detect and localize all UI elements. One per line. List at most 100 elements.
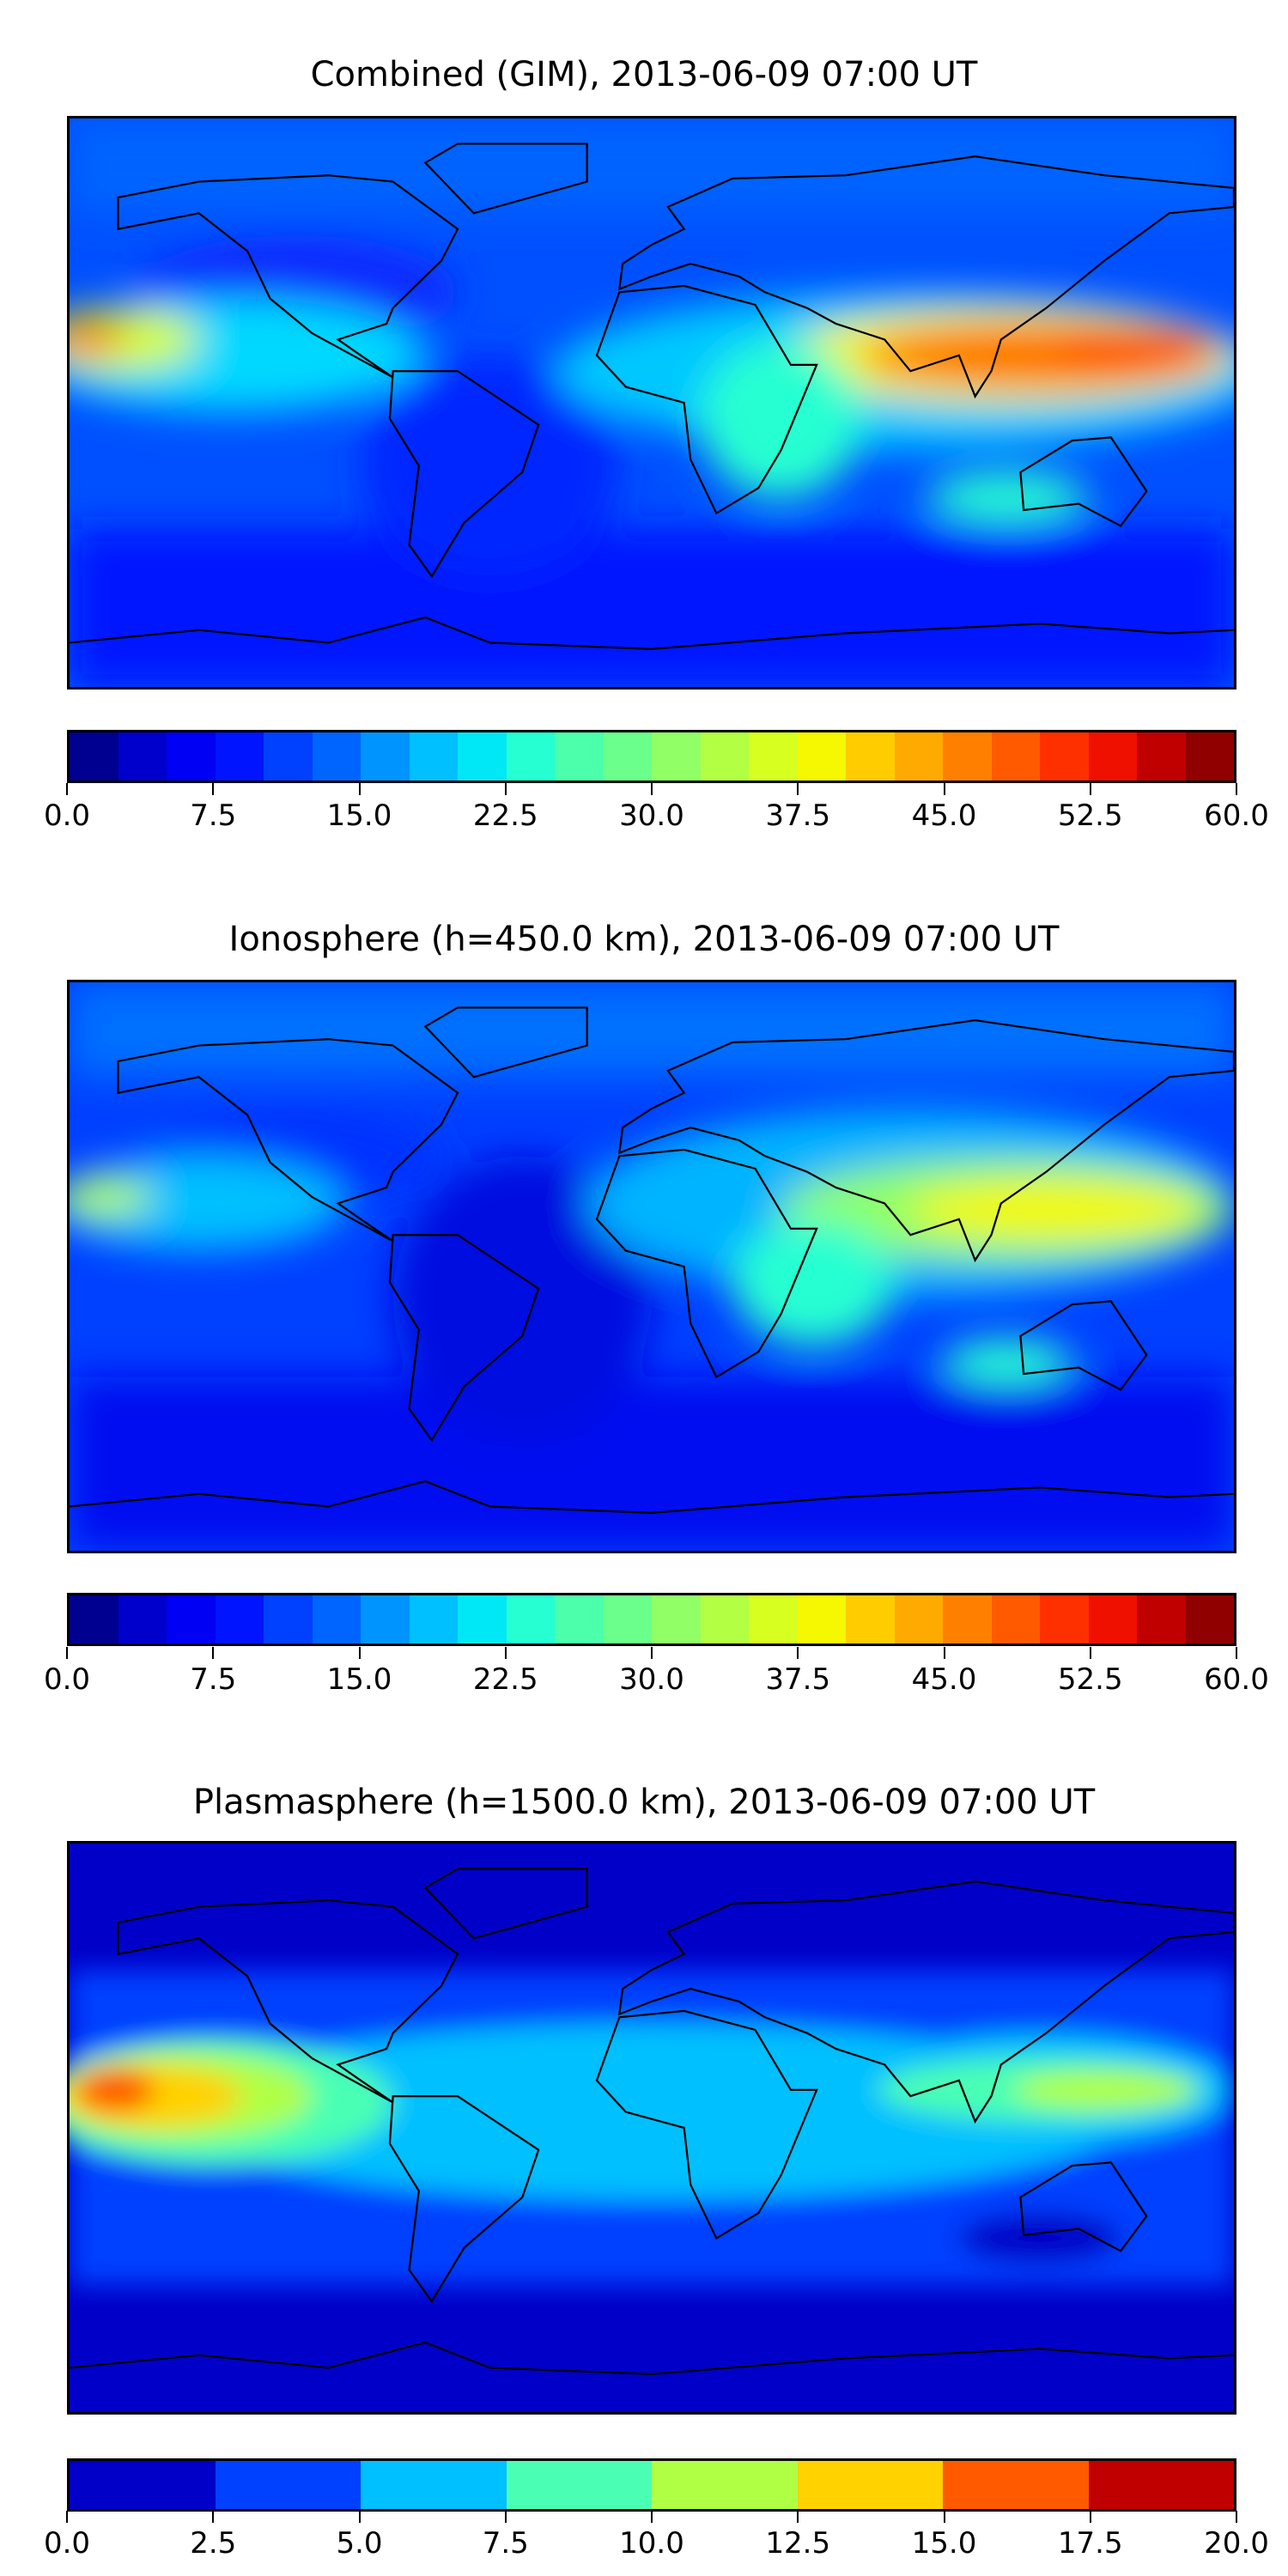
colorbar-tick-mark <box>797 2511 799 2523</box>
colorbar-level-2 <box>361 2461 507 2509</box>
colorbar-tick-label: 7.5 <box>190 1662 237 1697</box>
colorbar-tick-mark <box>212 2511 215 2523</box>
colorbar-tick-mark <box>1089 2511 1091 2523</box>
colorbar-tick-label: 30.0 <box>619 799 684 833</box>
colorbar-level-9 <box>506 732 555 781</box>
map-ionosphere <box>67 980 1236 1553</box>
field-africa <box>732 1218 895 1346</box>
colorbar-tick-mark <box>943 2511 945 2523</box>
colorbar-tick-label: 0.0 <box>43 799 91 833</box>
colorbar-level-23 <box>1185 1595 1234 1643</box>
field-asia-peak <box>1055 326 1218 365</box>
colorbar-tick-mark <box>943 783 945 795</box>
colorbar-level-17 <box>894 1595 943 1643</box>
colorbar-tick-label: 15.0 <box>326 799 392 833</box>
colorbar-level-5 <box>312 732 361 781</box>
colorbar-level-23 <box>1185 732 1234 781</box>
colorbar-tick-mark <box>797 783 799 795</box>
colorbar-level-7 <box>1088 2461 1234 2509</box>
colorbar-level-20 <box>1040 1595 1089 1643</box>
colorbar-level-1 <box>118 732 167 781</box>
colorbar-tick-label: 45.0 <box>911 799 977 833</box>
colorbar-level-4 <box>264 1595 313 1643</box>
map-plasmasphere <box>67 1841 1236 2415</box>
colorbar-level-15 <box>797 1595 846 1643</box>
colorbar-level-5 <box>797 2461 943 2509</box>
field-pac-hot <box>76 2068 154 2112</box>
colorbar-level-16 <box>846 732 895 781</box>
colorbar-tick-mark <box>504 2511 507 2523</box>
colorbar-level-14 <box>749 732 798 781</box>
colorbar-level-4 <box>652 2461 798 2509</box>
colorbar-tick-mark <box>66 1647 68 1659</box>
colorbar-tick-label: 5.0 <box>336 2526 383 2561</box>
field-north <box>70 982 1234 1078</box>
field-pac-yellow <box>70 307 199 372</box>
colorbar-tick-label: 22.5 <box>472 1662 538 1697</box>
colorbar-level-1 <box>118 1595 167 1643</box>
colorbar-tick-mark <box>504 1647 507 1659</box>
colorbar-tick-mark <box>1089 783 1091 795</box>
colorbar-tick-mark <box>504 783 507 795</box>
colorbar-tick-mark <box>651 1647 653 1659</box>
colorbar-level-0 <box>70 2461 216 2509</box>
colorbar-level-12 <box>652 732 701 781</box>
colorbar-tick-label: 20.0 <box>1204 2526 1269 2561</box>
colorbar-tick-mark <box>212 783 215 795</box>
colorbar-level-11 <box>603 732 652 781</box>
colorbar-level-1 <box>215 2461 361 2509</box>
colorbar-tick-label: 7.5 <box>190 799 237 833</box>
colorbar-tick-label: 0.0 <box>43 2526 91 2561</box>
colorbar-level-3 <box>506 2461 652 2509</box>
colorbar-level-15 <box>797 732 846 781</box>
colorbar-tick-label: 37.5 <box>765 799 831 833</box>
colorbar-tick-mark <box>66 2511 68 2523</box>
colorbar-tick-label: 52.5 <box>1057 799 1123 833</box>
field-africa <box>700 339 862 498</box>
colorbar-level-5 <box>312 1595 361 1643</box>
colorbar-level-2 <box>167 1595 216 1643</box>
colorbar-level-11 <box>603 1595 652 1643</box>
colorbar-level-2 <box>167 732 216 781</box>
colorbar-tick-label: 60.0 <box>1204 1662 1269 1697</box>
colorbar-level-6 <box>361 732 410 781</box>
colorbar-level-16 <box>846 1595 895 1643</box>
field-s-indian <box>927 471 1089 523</box>
colorbar-tick-label: 2.5 <box>190 2526 237 2561</box>
field-sa-low <box>361 355 620 577</box>
colorbar-level-21 <box>1088 732 1137 781</box>
colorbar-level-19 <box>991 1595 1040 1643</box>
colorbar-tick-label: 7.5 <box>482 2526 529 2561</box>
colorbar-tick-mark <box>212 1647 215 1659</box>
field-sa-low <box>392 1156 652 1441</box>
colorbar-tick-mark <box>358 783 361 795</box>
colorbar-level-10 <box>555 1595 604 1643</box>
colorbar-level-14 <box>749 1595 798 1643</box>
colorbar-tick-mark <box>1236 1647 1237 1659</box>
field-aus-low <box>958 2213 1121 2264</box>
colorbar-tick-mark <box>943 1647 945 1659</box>
colorbar-level-8 <box>458 732 507 781</box>
colorbar-ticks-combined: 0.0 7.5 15.0 22.5 30.0 37.5 45.0 52.5 60.0 <box>44 783 1269 835</box>
colorbar-combined <box>67 730 1236 783</box>
colorbar-tick-label: 30.0 <box>619 1662 684 1697</box>
colorbar-tick-label: 45.0 <box>911 1662 977 1697</box>
colorbar-tick-label: 15.0 <box>326 1662 392 1697</box>
field-pac-green <box>70 1178 151 1217</box>
colorbar-tick-mark <box>797 1647 799 1659</box>
colorbar-level-7 <box>409 1595 458 1643</box>
colorbar-plasmasphere <box>67 2458 1236 2512</box>
field-south-low <box>70 1376 1234 1551</box>
colorbar-level-13 <box>700 732 749 781</box>
colorbar-level-0 <box>70 732 118 781</box>
colorbar-level-21 <box>1088 1595 1137 1643</box>
colorbar-tick-label: 60.0 <box>1204 799 1269 833</box>
colorbar-tick-label: 17.5 <box>1057 2526 1123 2561</box>
colorbar-tick-label: 12.5 <box>765 2526 831 2561</box>
colorbar-level-8 <box>458 1595 507 1643</box>
map-combined <box>67 116 1236 690</box>
colorbar-tick-label: 22.5 <box>472 799 538 833</box>
colorbar-tick-mark <box>1236 783 1237 795</box>
colorbar-level-20 <box>1040 732 1089 781</box>
colorbar-level-10 <box>555 732 604 781</box>
